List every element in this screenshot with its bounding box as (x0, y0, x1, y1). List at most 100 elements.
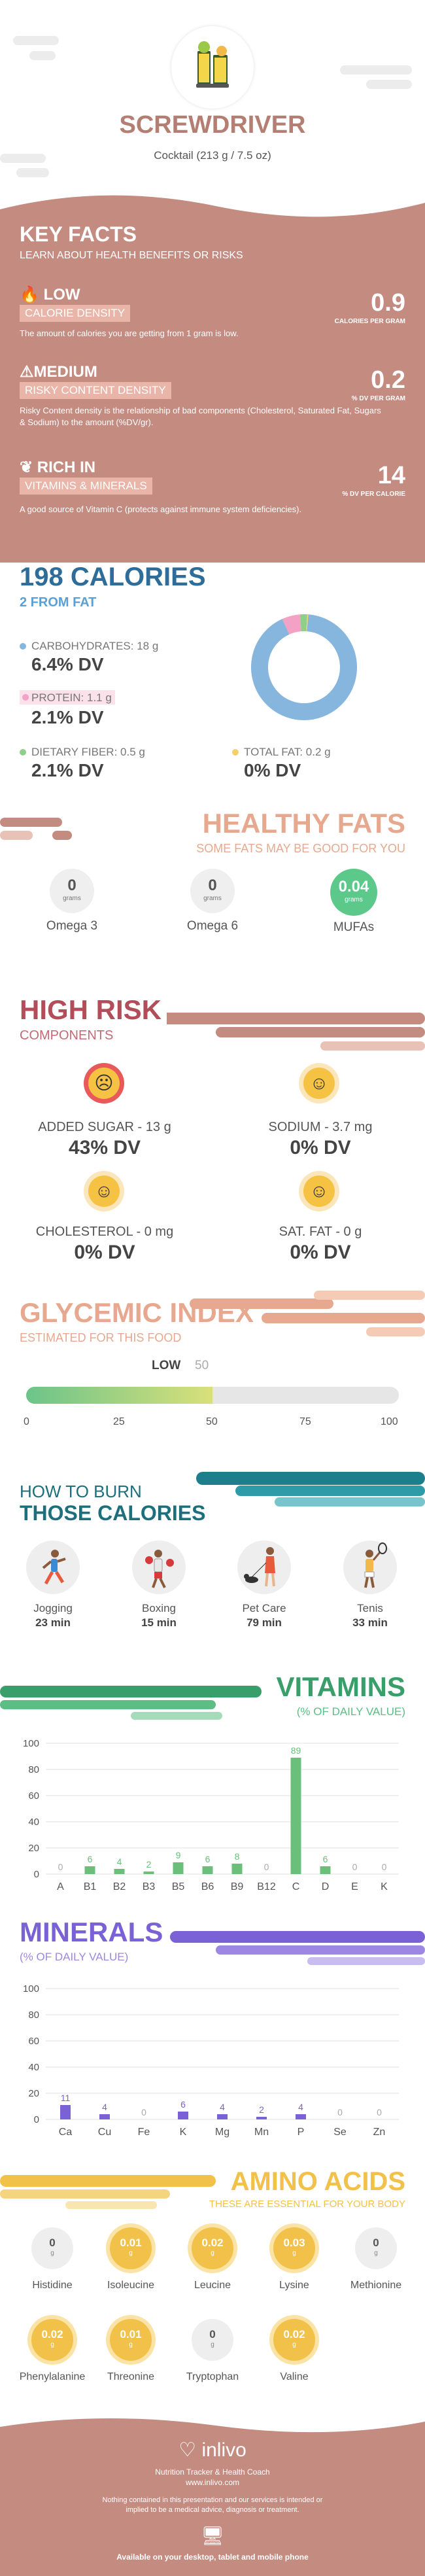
burn-boxing-time: 15 min (141, 1616, 177, 1629)
bar-value-label: 9 (176, 1850, 181, 1860)
amino-name: Lysine (279, 2280, 309, 2291)
macro-dv: 0% DV (244, 760, 301, 780)
key-fact-description: The amount of calories you are getting f… (20, 328, 239, 338)
amino-unit: g (211, 2250, 214, 2257)
macro-dot (22, 694, 29, 701)
bar-value-label: 89 (291, 1745, 301, 1756)
amino-value-circle: 0.01 g (110, 2319, 152, 2361)
x-tick-label: C (292, 1881, 300, 1892)
risk-sodium-dv: 0% DV (290, 1137, 351, 1158)
x-tick-label: B6 (201, 1881, 214, 1892)
bar-value-label: 6 (323, 1854, 328, 1864)
risk-added-sugar-dv: 43% DV (68, 1137, 141, 1158)
bar-value-label: 0 (141, 2107, 146, 2117)
y-tick-label: 80 (28, 1764, 39, 1775)
bar-value-label: 8 (235, 1851, 240, 1862)
amino-value: 0.01 (120, 2237, 142, 2249)
flame-icon: 🔥 (20, 286, 39, 304)
bar-value-label: 2 (259, 2104, 264, 2115)
macro-dot (232, 749, 239, 756)
fat-omega6-circle: 0 grams (190, 869, 235, 913)
x-tick-label: P (298, 2127, 305, 2138)
healthy-fats-section: HEALTHY FATS SOME FATS MAY BE GOOD FOR Y… (0, 801, 425, 962)
y-tick-label: 60 (28, 1790, 39, 1801)
amino-value-circle: 0.03 g (273, 2227, 315, 2269)
amino-name: Histidine (32, 2280, 73, 2291)
amino-value: 0.02 (283, 2328, 305, 2341)
amino-value: 0 (373, 2237, 379, 2249)
burn-boxing-name: Boxing (142, 1602, 176, 1614)
vitamins-section: VITAMINS (% OF DAILY VALUE) 0 20 40 60 80 100… (0, 1665, 425, 1907)
macro-dot (20, 749, 26, 756)
bar-value-label: 4 (298, 2102, 303, 2112)
calories-title: 198 CALORIES (20, 563, 206, 591)
x-tick-label: Cu (98, 2127, 111, 2138)
bar-value-label: 2 (146, 1859, 152, 1870)
burn-tennis-time: 33 min (352, 1616, 388, 1629)
amino-name: Leucine (194, 2280, 231, 2291)
bar (202, 1866, 213, 1874)
glycemic-subtitle: ESTIMATED FOR THIS FOOD (20, 1331, 182, 1344)
macro-dv: 2.1% DV (31, 707, 104, 727)
amino-unit: g (211, 2341, 214, 2348)
x-tick-label: Ca (59, 2127, 73, 2138)
glycemic-section: GLYCEMIC INDEX ESTIMATED FOR THIS FOOD L… (0, 1285, 425, 1449)
footer-url[interactable]: www.inlivo.com (185, 2478, 240, 2487)
fat-value: 0 (67, 877, 76, 894)
high-risk-title: HIGH RISK (20, 994, 167, 1026)
fat-omega6-label: Omega 6 (186, 919, 239, 933)
fat-unit: grams (63, 895, 81, 902)
glycemic-tick-25: 25 (113, 1416, 125, 1427)
amino-name: Tryptophan (186, 2371, 239, 2382)
y-tick-label: 60 (28, 2036, 39, 2047)
bar-value-label: 0 (382, 1862, 387, 1872)
macro-name: CARBOHYDRATES: 18 g (31, 640, 159, 652)
x-tick-label: Mn (254, 2127, 269, 2138)
footer-tagline: Nutrition Tracker & Health Coach (155, 2467, 270, 2477)
x-tick-label: B3 (143, 1881, 156, 1892)
warning-icon: ⚠ (20, 363, 34, 381)
key-facts-section: KEY FACTS LEARN ABOUT HEALTH BENEFITS OR… (0, 190, 425, 563)
amino-item: 0.01 g Isoleucine (98, 2227, 163, 2306)
bar-value-label: 0 (377, 2107, 382, 2117)
bar (99, 2114, 110, 2119)
high-risk-section: HIGH RISK COMPONENTS ☹ ADDED SUGAR - 13 … (0, 981, 425, 1269)
amino-value: 0 (209, 2328, 216, 2341)
key-fact-vitamins-minerals: ❦ RICH IN VITAMINS & MINERALS 14 % DV PE… (20, 458, 405, 536)
amino-name: Valine (280, 2371, 309, 2382)
amino-subtitle: THESE ARE ESSENTIAL FOR YOUR BODY (203, 2199, 405, 2210)
glycemic-title: GLYCEMIC INDEX (20, 1297, 254, 1328)
x-tick-label: B5 (172, 1881, 185, 1892)
key-fact-value: 14 (377, 462, 405, 489)
fat-omega3-circle: 0 grams (50, 869, 94, 913)
bar (290, 1758, 301, 1874)
amino-item: 0.02 g Leucine (180, 2227, 245, 2306)
footer-available: Available on your desktop, tablet and mo… (116, 2552, 309, 2562)
x-tick-label: B1 (84, 1881, 97, 1892)
footer-section: ♡ inlivo Nutrition Tracker & Health Coac… (0, 2414, 425, 2576)
bar (320, 1866, 331, 1874)
bar-value-label: 0 (352, 1862, 358, 1872)
bar (173, 1862, 184, 1874)
footer-background (0, 2418, 425, 2576)
amino-unit: g (292, 2250, 296, 2257)
glycemic-value: 50 (195, 1359, 209, 1372)
key-facts-subtitle: LEARN ABOUT HEALTH BENEFITS OR RISKS (20, 250, 243, 261)
bar-value-label: 11 (61, 2093, 71, 2103)
key-fact-value: 0.2 (371, 366, 405, 394)
healthy-fats-title: HEALTHY FATS (202, 808, 405, 839)
footer-disclaimer: Nothing contained in this presentation a… (102, 2496, 323, 2514)
donut-slice (251, 614, 357, 720)
amino-value: 0.02 (41, 2328, 63, 2341)
risk-sat-fat-dv: 0% DV (290, 1242, 351, 1263)
amino-unit: g (374, 2250, 378, 2257)
key-fact-label: CALORIE DENSITY (20, 305, 131, 322)
glycemic-tick-50: 50 (206, 1416, 218, 1427)
macro-name: DIETARY FIBER: 0.5 g (31, 746, 145, 758)
amino-value: 0 (49, 2237, 56, 2249)
bar-value-label: 4 (117, 1856, 122, 1867)
bar-value-label: 0 (264, 1862, 269, 1872)
y-tick-label: 0 (34, 2114, 39, 2125)
amino-item: 0 g Tryptophan (180, 2319, 245, 2397)
